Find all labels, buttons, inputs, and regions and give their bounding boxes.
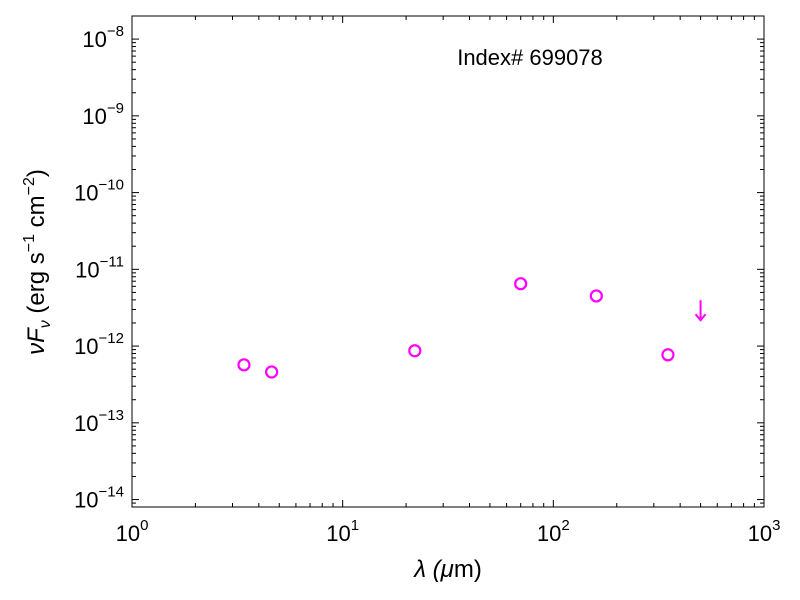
x-axis-label: λ (μm): [412, 556, 482, 583]
upper-limit-head: [694, 313, 707, 322]
x-tick-label: 103: [748, 517, 781, 546]
upper-limit-arrow: [694, 300, 707, 322]
data-point: [514, 277, 528, 291]
ticks-layer: 100 101 102 103 10−14 10−13 10−12 10−11 10−10 10−…: [74, 16, 780, 546]
marks-layer: [237, 277, 707, 379]
y-tick-label: 10−13: [74, 407, 124, 436]
x-tick-label: 102: [537, 517, 570, 546]
data-point: [589, 289, 603, 303]
y-tick-label: 10−14: [74, 484, 124, 513]
data-point: [661, 348, 675, 362]
data-point: [237, 358, 251, 372]
data-point: [265, 365, 279, 379]
y-tick-label: 10−12: [74, 330, 124, 359]
y-tick-label: 10−10: [74, 177, 124, 206]
y-tick-label: 10−9: [82, 100, 124, 129]
x-tick-label: 100: [116, 517, 149, 546]
x-tick-label: 101: [326, 517, 359, 546]
annotation-label: Index# 699078: [457, 45, 603, 70]
plot-frame: [131, 15, 765, 508]
y-tick-label: 10−8: [82, 23, 124, 52]
data-point: [408, 344, 422, 358]
y-tick-label: 10−11: [75, 253, 124, 282]
y-axis-label: νFν (erg s−1 cm−2): [21, 169, 54, 355]
